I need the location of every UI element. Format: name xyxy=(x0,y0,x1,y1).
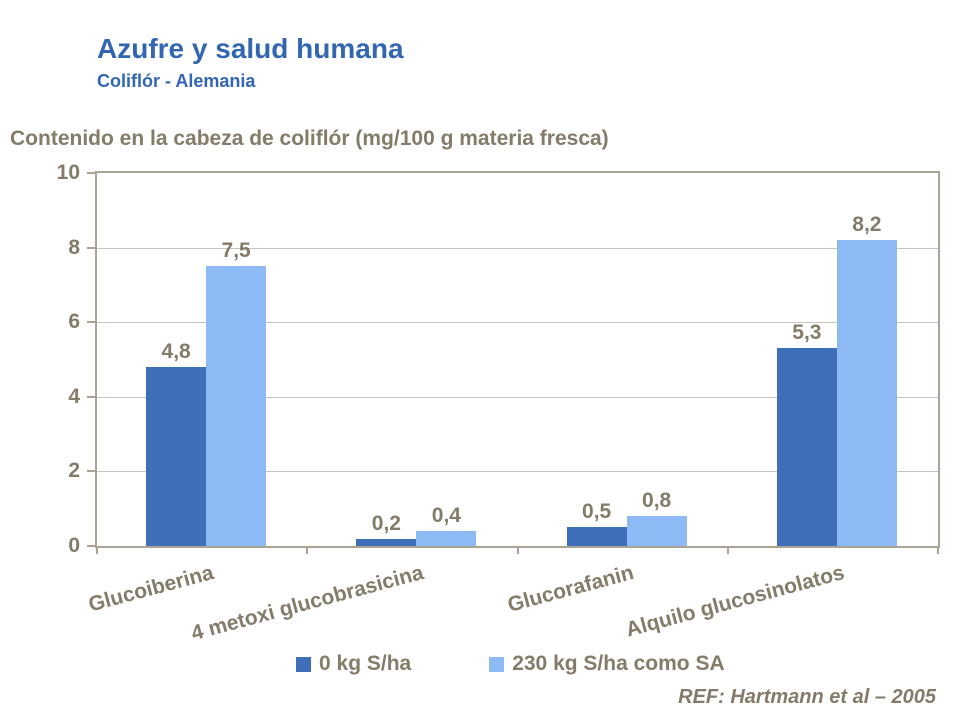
page-title: Azufre y salud humana xyxy=(97,33,404,64)
legend-item: 230 kg S/ha como SA xyxy=(489,652,725,676)
gridline xyxy=(97,322,938,324)
bar-value-label: 8,2 xyxy=(852,213,882,237)
plot-area: 4,8 7,5 0,2 0,4 0,5 0,8 5,3 8,2 xyxy=(95,171,940,548)
y-axis-tick xyxy=(87,321,95,324)
gridline xyxy=(97,247,938,249)
x-axis-tick xyxy=(726,547,729,554)
bar-value-label: 7,5 xyxy=(221,239,251,263)
bar-4-metoxi-glucobrasicina-230-kg-s-ha-como-sa xyxy=(416,531,477,546)
bar-glucorafanin-230-kg-s-ha-como-sa xyxy=(626,516,687,546)
y-axis-tick-label: 4 xyxy=(68,384,80,408)
bar-glucoiberina-0-kg-s-ha xyxy=(146,366,207,546)
y-axis-tick xyxy=(87,246,95,249)
bar-glucoiberina-230-kg-s-ha-como-sa xyxy=(206,266,267,546)
legend-item: 0 kg S/ha xyxy=(296,652,411,676)
gridline xyxy=(97,471,938,473)
bar-value-label: 0,4 xyxy=(431,504,461,528)
bar-value-label: 0,5 xyxy=(582,500,612,524)
x-axis-tick xyxy=(306,547,309,554)
bar-value-label: 5,3 xyxy=(792,321,822,345)
y-axis-tick xyxy=(87,545,95,547)
chart-legend: 0 kg S/ha 230 kg S/ha como SA xyxy=(296,652,725,676)
bar-alquilo-glucosinolatos-0-kg-s-ha xyxy=(776,348,837,546)
y-axis-tick xyxy=(87,172,95,174)
legend-swatch xyxy=(296,656,311,672)
reference-text: REF: Hartmann et al – 2005 xyxy=(678,686,936,708)
legend-label: 0 kg S/ha xyxy=(319,652,412,675)
x-axis-tick xyxy=(96,547,98,554)
y-axis-tick xyxy=(87,395,95,398)
bar-alquilo-glucosinolatos-230-kg-s-ha-como-sa xyxy=(836,240,897,546)
x-axis-category-label: Glucoiberina xyxy=(85,561,216,617)
y-axis-tick-label: 6 xyxy=(68,310,80,334)
y-axis-tick-label: 8 xyxy=(68,235,80,259)
bar-value-label: 0,8 xyxy=(642,489,672,513)
legend-label: 230 kg S/ha como SA xyxy=(512,652,725,675)
x-axis-category-label: Glucorafanin xyxy=(505,561,637,617)
x-axis-tick xyxy=(937,547,939,554)
x-axis-tick xyxy=(516,547,519,554)
gridline xyxy=(97,396,938,398)
bar-glucorafanin-0-kg-s-ha xyxy=(566,527,627,546)
legend-swatch xyxy=(489,656,505,672)
bar-value-label: 0,2 xyxy=(371,511,401,535)
y-axis-tick-label: 0 xyxy=(68,534,80,557)
x-axis-category-label: Alquilo glucosinolatos xyxy=(623,561,847,642)
page-subtitle: Coliflór - Alemania xyxy=(97,71,256,91)
bar-value-label: 4,8 xyxy=(161,339,191,363)
y-axis-tick-label: 2 xyxy=(68,459,80,483)
bar-4-metoxi-glucobrasicina-0-kg-s-ha xyxy=(356,538,417,546)
y-axis-tick-label: 10 xyxy=(56,161,80,184)
y-axis-tick xyxy=(87,470,95,473)
x-axis-category-label: 4 metoxi glucobrasicina xyxy=(189,561,427,646)
chart-title: Contenido en la cabeza de coliflór (mg/1… xyxy=(10,127,609,150)
